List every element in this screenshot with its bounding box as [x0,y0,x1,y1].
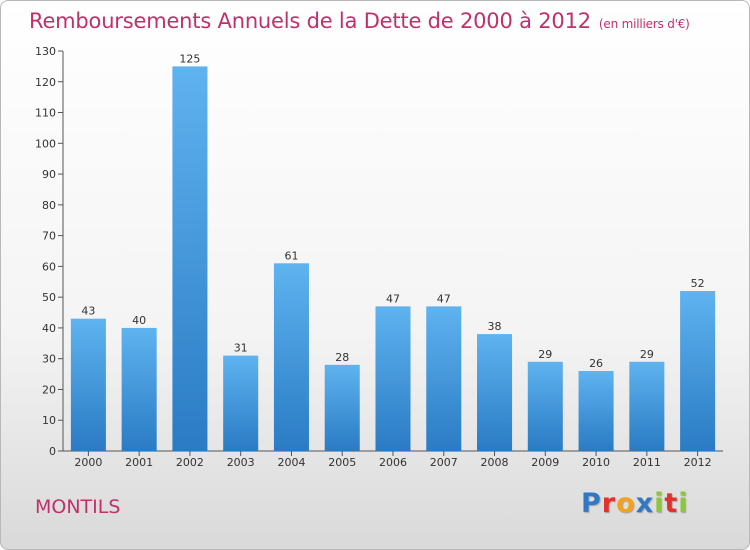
x-tick-label-2011: 2011 [633,456,661,469]
x-tick-label-2007: 2007 [430,456,458,469]
y-tick-label: 130 [35,45,56,58]
x-tick-label-2012: 2012 [684,456,712,469]
data-label-2000: 43 [81,305,95,318]
data-label-2010: 26 [589,357,603,370]
y-tick-label: 20 [42,383,56,396]
data-label-2007: 47 [437,292,451,305]
x-tick-label-2003: 2003 [227,456,255,469]
logo-letter: t [664,488,679,519]
bar-2006 [375,306,411,451]
logo-letter: P [581,488,602,519]
chart-unit: (en milliers d'€) [598,17,690,31]
bar-2012 [680,291,716,451]
chart-axes: 0 10 20 30 40 50 60 70 80 90 100 110 120 130 2000 2001 2… [35,45,723,469]
bar-2007 [426,306,462,451]
y-tick-label: 60 [42,260,56,273]
logo-letter: i [654,488,665,519]
y-tick-label: 50 [42,291,56,304]
bar-2010 [578,371,614,451]
y-tick-label: 0 [49,445,56,458]
x-tick-label-2002: 2002 [176,456,204,469]
x-tick-label-2001: 2001 [125,456,153,469]
chart-title-text: Remboursements Annuels de la Dette de 20… [29,9,591,33]
data-label-2004: 61 [284,249,298,262]
bar-2005 [324,364,360,451]
x-tick-label-2005: 2005 [328,456,356,469]
y-tick-label: 120 [35,76,56,89]
y-tick-label: 10 [42,414,56,427]
bar-2008 [477,334,513,451]
x-tick-label-2008: 2008 [481,456,509,469]
bar-2009 [527,361,563,451]
y-tick-label: 40 [42,322,56,335]
bar-2011 [629,361,665,451]
chart-bars [70,66,716,451]
data-label-2002: 125 [179,52,200,65]
bar-2003 [223,355,259,451]
y-tick-label: 100 [35,137,56,150]
chart-title: Remboursements Annuels de la Dette de 20… [29,9,690,33]
logo-letter: r [601,488,617,519]
y-tick-label: 90 [42,168,56,181]
data-label-2009: 29 [538,348,552,361]
data-label-2011: 29 [640,348,654,361]
y-tick-label: 110 [35,107,56,120]
data-label-2001: 40 [132,314,146,327]
logo-letter: o [616,488,636,519]
y-tick-label: 30 [42,353,56,366]
data-label-2003: 31 [234,342,248,355]
data-label-2008: 38 [488,320,502,333]
logo-letter: x [635,488,655,519]
data-label-2005: 28 [335,351,349,364]
chart-data-labels: 43 40 125 31 61 28 47 47 38 29 26 29 52 [81,52,704,370]
data-label-2012: 52 [691,277,705,290]
bar-2002 [172,66,208,451]
commune-name: MONTILS [35,496,121,518]
x-tick-label-2009: 2009 [531,456,559,469]
bar-2000 [70,318,106,451]
data-label-2006: 47 [386,292,400,305]
logo-letter: i [678,488,689,519]
bar-2001 [121,327,157,451]
y-tick-label: 70 [42,230,56,243]
bar-2004 [273,263,309,451]
x-tick-label-2006: 2006 [379,456,407,469]
x-tick-label-2010: 2010 [582,456,610,469]
x-tick-label-2004: 2004 [277,456,305,469]
x-tick-label-2000: 2000 [74,456,102,469]
proxiti-logo: Proxiti [581,488,689,519]
y-tick-label: 80 [42,199,56,212]
